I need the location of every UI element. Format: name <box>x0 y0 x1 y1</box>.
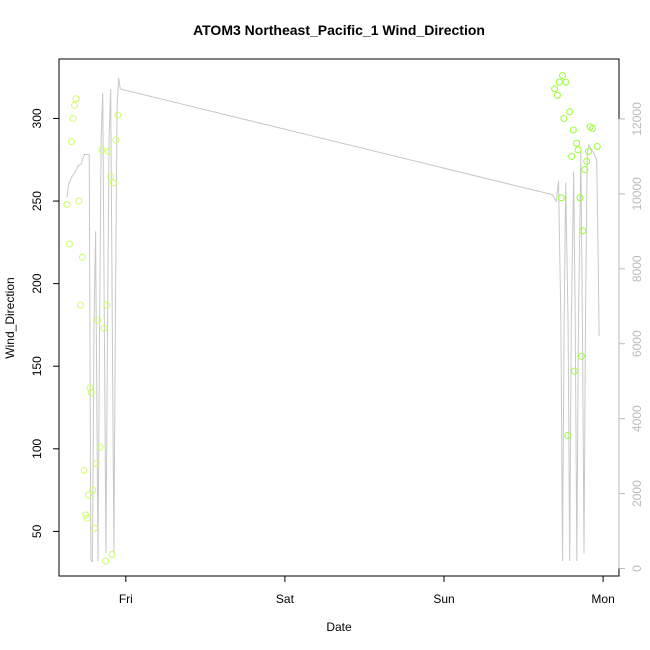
data-point <box>102 557 110 565</box>
y-tick-label: 300 <box>30 108 44 128</box>
secondary-y-tick-label: 2000 <box>630 480 644 507</box>
data-point <box>583 157 591 165</box>
data-point <box>78 253 86 261</box>
data-point <box>566 108 574 116</box>
data-point <box>103 301 111 309</box>
x-axis-label: Date <box>326 620 352 634</box>
data-point <box>577 352 585 360</box>
data-point <box>109 179 117 187</box>
data-point <box>593 143 601 151</box>
data-point <box>86 384 94 392</box>
series-line-layer <box>66 77 600 563</box>
data-point <box>89 486 97 494</box>
data-point <box>87 389 95 397</box>
secondary-y-tick-label: 6000 <box>630 330 644 357</box>
data-point <box>559 72 567 80</box>
data-point <box>67 138 75 146</box>
secondary-y-tick-label: 8000 <box>630 255 644 282</box>
data-point <box>568 152 576 160</box>
data-point <box>71 101 79 109</box>
series-points-layer <box>63 72 601 565</box>
data-point <box>107 172 115 180</box>
data-point <box>72 95 80 103</box>
x-tick-label: Sat <box>276 592 295 606</box>
secondary-y-tick-label: 12000 <box>630 102 644 136</box>
data-point <box>65 240 73 248</box>
data-point <box>560 114 568 122</box>
x-axis: Fri Sat Sun Mon <box>119 575 615 606</box>
plot-frame <box>58 58 620 577</box>
data-point <box>105 148 113 155</box>
y-tick-label: 200 <box>30 273 44 293</box>
data-point <box>82 511 90 519</box>
data-point <box>63 200 71 208</box>
data-point <box>108 551 116 559</box>
data-point <box>579 227 587 235</box>
data-point <box>584 148 592 155</box>
data-point <box>557 194 565 202</box>
data-point <box>564 432 572 440</box>
data-point <box>588 124 596 132</box>
data-point <box>83 514 91 522</box>
data-point <box>569 126 577 134</box>
x-tick-label: Fri <box>119 592 133 606</box>
data-point <box>98 146 106 154</box>
data-point <box>576 194 584 202</box>
data-point <box>551 85 559 93</box>
chart-title: ATOM3 Northeast_Pacific_1 Wind_Direction <box>193 22 485 38</box>
data-point <box>114 111 122 119</box>
x-tick-label: Mon <box>591 592 614 606</box>
x-tick-label: Sun <box>433 592 454 606</box>
data-point <box>555 78 563 86</box>
data-point <box>570 367 578 375</box>
secondary-y-tick-label: 4000 <box>630 405 644 432</box>
series-line <box>66 77 600 563</box>
data-point <box>76 301 84 309</box>
data-point <box>75 197 83 205</box>
data-point <box>574 146 582 154</box>
data-point <box>96 443 104 451</box>
data-point <box>581 166 589 174</box>
y-tick-label: 150 <box>30 356 44 376</box>
y-tick-label: 100 <box>30 438 44 458</box>
data-point <box>112 136 120 144</box>
data-point <box>84 491 92 499</box>
y-tick-label: 250 <box>30 191 44 211</box>
data-point <box>80 466 88 474</box>
data-point <box>562 78 570 86</box>
y-axis: 50 100 150 200 250 300 <box>30 108 60 538</box>
secondary-y-tick-label: 10000 <box>630 177 644 211</box>
data-point <box>573 139 581 147</box>
secondary-y-tick-label: 0 <box>630 565 644 572</box>
data-point <box>69 114 77 122</box>
data-point <box>100 324 108 332</box>
secondary-y-axis: 0 2000 4000 6000 8000 10000 12000 <box>618 102 644 572</box>
data-point <box>92 460 100 468</box>
data-point <box>94 316 102 324</box>
y-tick-label: 50 <box>30 524 44 538</box>
data-point <box>90 524 98 532</box>
data-point <box>553 91 561 99</box>
y-axis-label: Wind_Direction <box>3 277 17 358</box>
